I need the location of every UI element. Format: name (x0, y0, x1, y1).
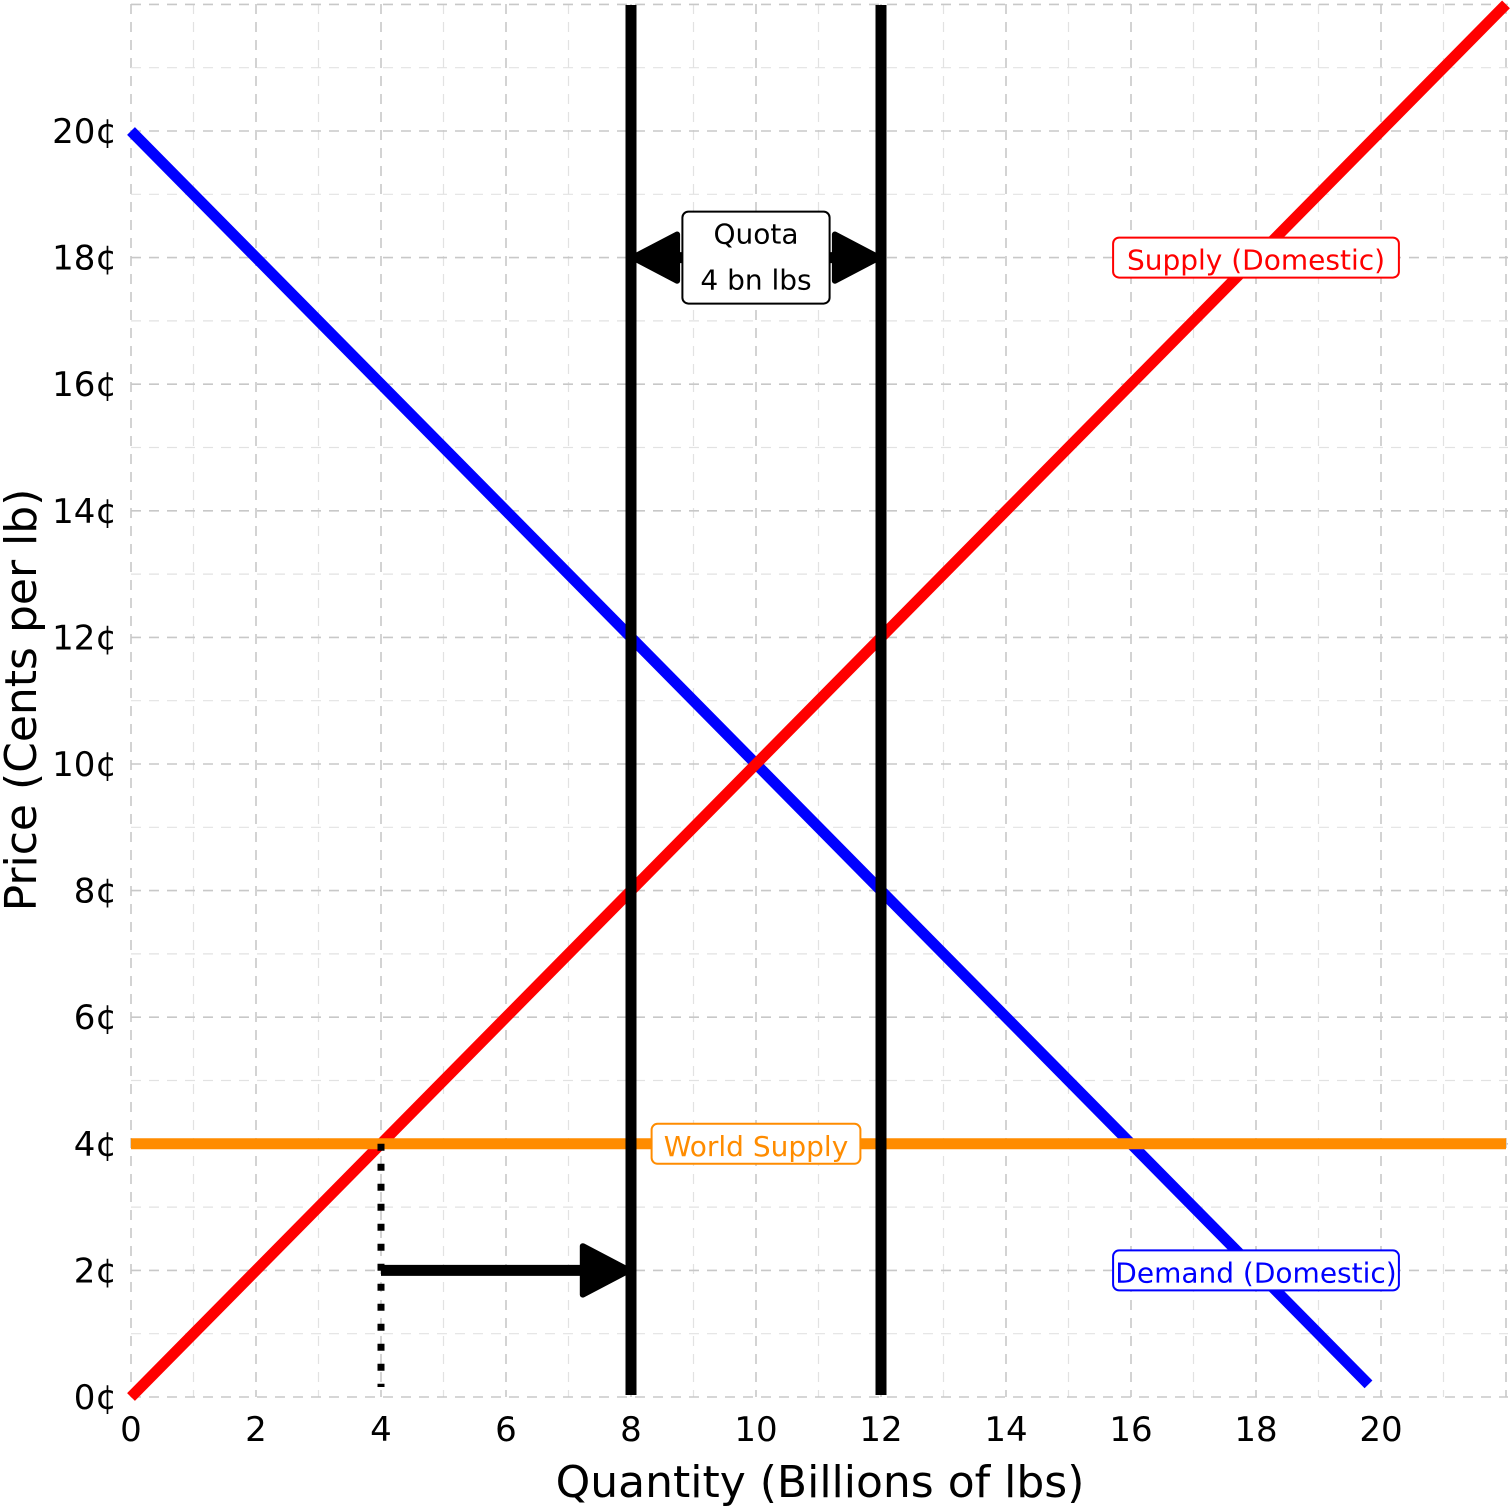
y-tick-label: 12¢ (52, 618, 117, 658)
y-axis-title: Price (Cents per lb) (0, 489, 47, 912)
y-tick-label: 8¢ (74, 872, 117, 912)
x-tick-label: 12 (859, 1410, 902, 1450)
x-axis-title: Quantity (Billions of lbs) (556, 1457, 1085, 1508)
annotation-label-quota: 4 bn lbs (700, 264, 811, 297)
y-tick-label: 14¢ (52, 492, 117, 532)
y-tick-label: 16¢ (52, 365, 117, 405)
x-tick-label: 6 (495, 1410, 517, 1450)
y-tick-label: 6¢ (74, 998, 117, 1038)
y-tick-label: 18¢ (52, 239, 117, 279)
x-tick-label: 4 (370, 1410, 392, 1450)
shift-arrow-head (579, 1243, 632, 1298)
quota-arrow-head-right (831, 231, 882, 284)
x-tick-label: 18 (1234, 1410, 1277, 1450)
x-tick-label: 0 (120, 1410, 142, 1450)
annotation-box-world (650, 1122, 862, 1165)
x-tick-label: 10 (734, 1410, 777, 1450)
annotation-box-supply (1112, 236, 1400, 279)
series-line-demand-domestic (127, 127, 1373, 1389)
y-tick-label: 2¢ (74, 1251, 117, 1291)
x-tick-label: 2 (245, 1410, 267, 1450)
annotation-box-demand (1112, 1249, 1400, 1292)
annotation-label-supply: Supply (Domestic) (1127, 244, 1385, 277)
x-tick-label: 8 (620, 1410, 642, 1450)
y-tick-label: 10¢ (52, 745, 117, 785)
x-tick-label: 16 (1109, 1410, 1152, 1450)
data-layer (127, 0, 1510, 1401)
annotation-box-quota (681, 210, 831, 305)
x-tick-label: 20 (1359, 1410, 1402, 1450)
y-tick-label: 20¢ (52, 112, 117, 152)
annotations: Quota 4 bn lbs Supply (Domestic) World Supp… (650, 210, 1400, 1292)
quota-arrow-head-left (630, 231, 681, 284)
annotation-label-demand: Demand (Domestic) (1115, 1256, 1396, 1289)
y-tick-label: 0¢ (74, 1378, 117, 1418)
series-line-supply-domestic (127, 0, 1510, 1401)
annotation-label-quota: Quota (713, 218, 798, 251)
x-tick-label: 14 (984, 1410, 1027, 1450)
axes: 0 2 4 6 8 10 12 14 16 18 20 0¢ 2¢ 4¢ 6¢ 8¢ 10¢ 12¢ 14¢ 16¢ 1… (52, 112, 1403, 1450)
annotation-label-world: World Supply (664, 1130, 849, 1163)
y-tick-label: 4¢ (74, 1125, 117, 1165)
